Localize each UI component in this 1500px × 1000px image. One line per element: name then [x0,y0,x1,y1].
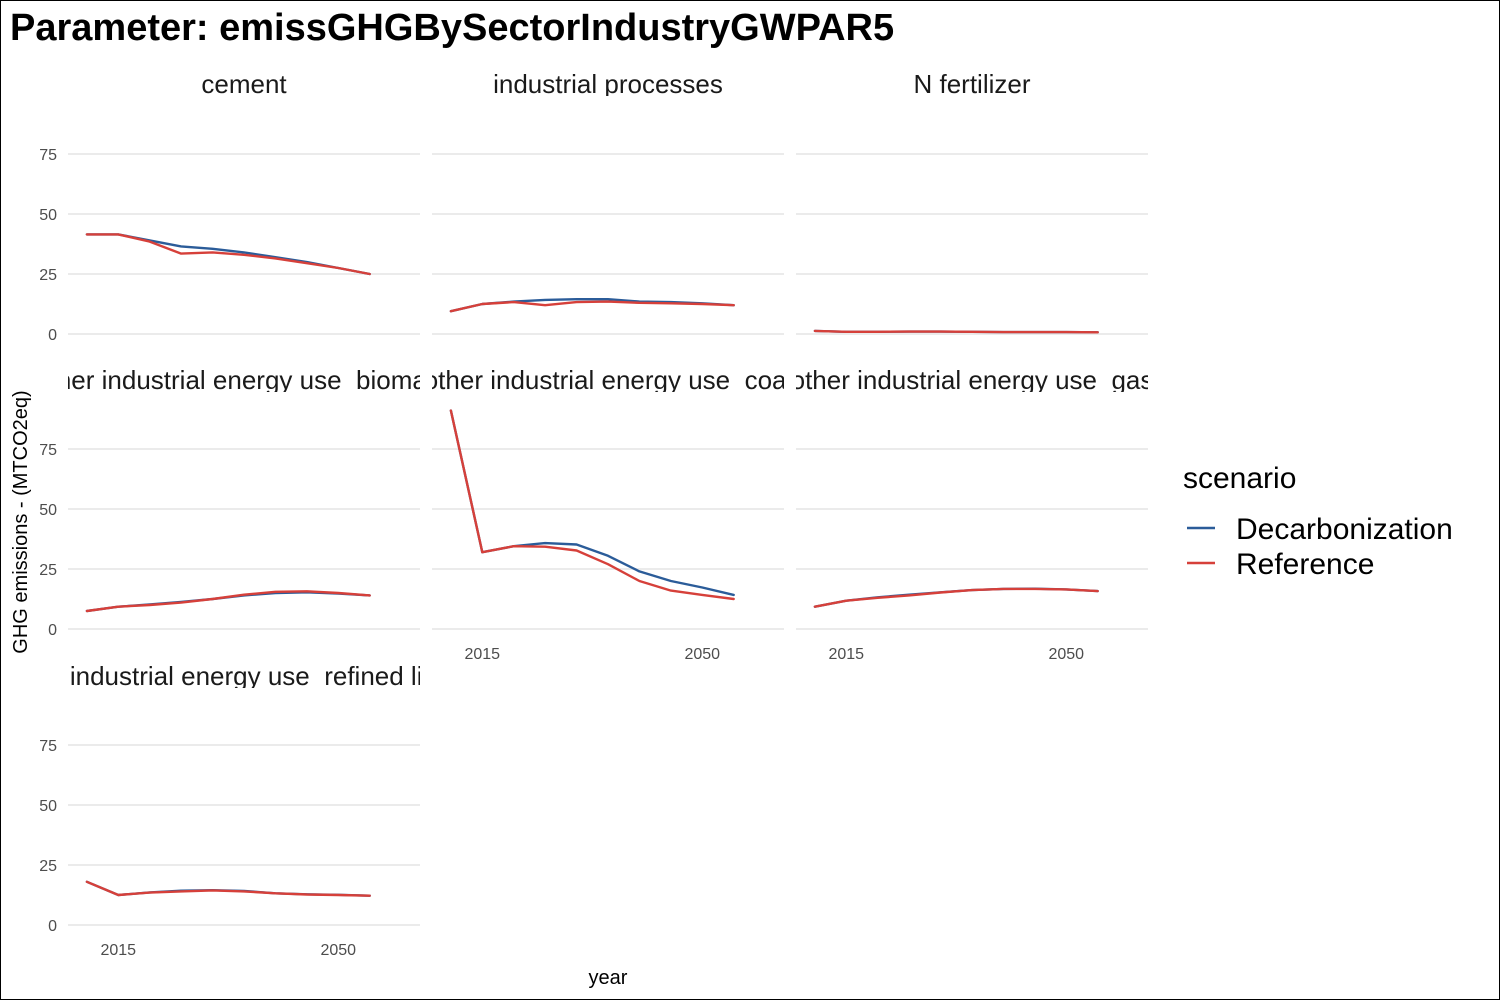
panel-6: other industrial energy use_gas 2015 2050 [791,365,1154,663]
panel-strip-label: other industrial energy use_gas [791,365,1154,395]
y-tick-label: 0 [48,327,57,344]
y-tick-label: 25 [39,858,57,875]
y-tick-label: 50 [39,207,57,224]
series-line-reference [85,590,371,613]
y-tick-label: 75 [39,147,57,164]
panel-strip-label: cement [201,69,287,99]
panel-strip-label: industrial processes [493,69,723,99]
y-tick-label: 75 [39,442,57,459]
y-tick-label: 50 [39,798,57,815]
y-tick-label: 0 [48,918,57,935]
series-line-reference [449,409,735,601]
series-line-reference [449,300,735,313]
y-tick-label: 0 [48,622,57,639]
x-tick-label: 2015 [464,646,500,663]
chart-title: Parameter: emissGHGBySectorIndustryGWPAR… [10,7,894,49]
x-tick-label: 2050 [320,942,356,959]
x-tick-label: 2015 [100,942,136,959]
x-axis-title: year [589,967,628,989]
series-line-reference [85,233,371,276]
panel-strip-label: N fertilizer [913,69,1030,99]
x-tick-label: 2050 [684,646,720,663]
y-tick-label: 75 [39,738,57,755]
panel-strip-label: other industrial energy use_refined liqu… [3,661,484,691]
x-tick-label: 2015 [828,646,864,663]
panel-4: other industrial energy use_biomass 0 25 50… [35,365,453,639]
panel-7: other industrial energy use_refined liqu… [3,661,484,959]
panel-3: N fertilizer [796,69,1148,335]
series-line-reference [85,880,371,897]
legend-title: scenario [1183,462,1296,495]
series-line-reference [813,329,1099,334]
y-tick-label: 25 [39,562,57,579]
panel-2: industrial processes [432,69,784,335]
panel-1: cement 0 25 50 75 [39,69,420,344]
legend-label-reference: Reference [1236,548,1374,581]
legend-label-decarbonization: Decarbonization [1236,513,1453,546]
y-tick-label: 25 [39,267,57,284]
series-line-decarbonization [449,409,735,597]
panel-strip-label: other industrial energy use_coal [424,365,793,395]
panel-strip-label: other industrial energy use_biomass [35,365,453,395]
panel-5: other industrial energy use_coal 2015 2050 [424,365,793,663]
series-line-reference [813,587,1099,608]
series-line-decarbonization [85,591,371,613]
y-tick-label: 50 [39,502,57,519]
y-axis-title: GHG emissions - (MTCO2eq) [10,390,32,653]
chart-panels: cement 0 25 50 75 industrial processes N ferti… [3,69,1154,959]
x-tick-label: 2050 [1048,646,1084,663]
